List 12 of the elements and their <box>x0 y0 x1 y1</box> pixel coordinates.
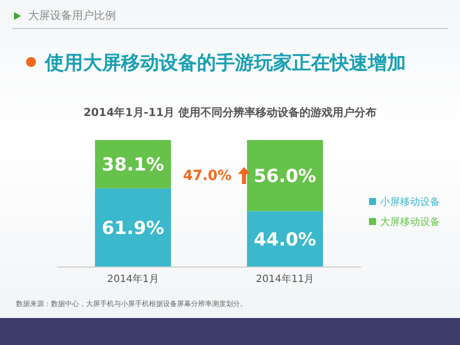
legend-label: 小屏移动设备 <box>380 196 440 208</box>
legend-label: 大屏移动设备 <box>380 216 440 228</box>
x-tick-label: 2014年1月 <box>107 273 159 286</box>
annotation: 47.0% <box>183 168 232 184</box>
data-label: 61.9% <box>102 218 164 240</box>
chart-title: 使用大屏移动设备的手游玩家正在快速增加 <box>45 51 406 76</box>
data-label: 44.0% <box>254 229 316 250</box>
text: 大屏设备用户比例 <box>28 8 116 23</box>
x-tick-label: 2014年11月 <box>256 273 314 286</box>
data-label: 56.0% <box>254 166 316 187</box>
chart-subtitle: 2014年1月-11月 使用不同分辨率移动设备的游戏用户分布 <box>82 105 378 120</box>
data-label: 38.1% <box>102 154 164 176</box>
